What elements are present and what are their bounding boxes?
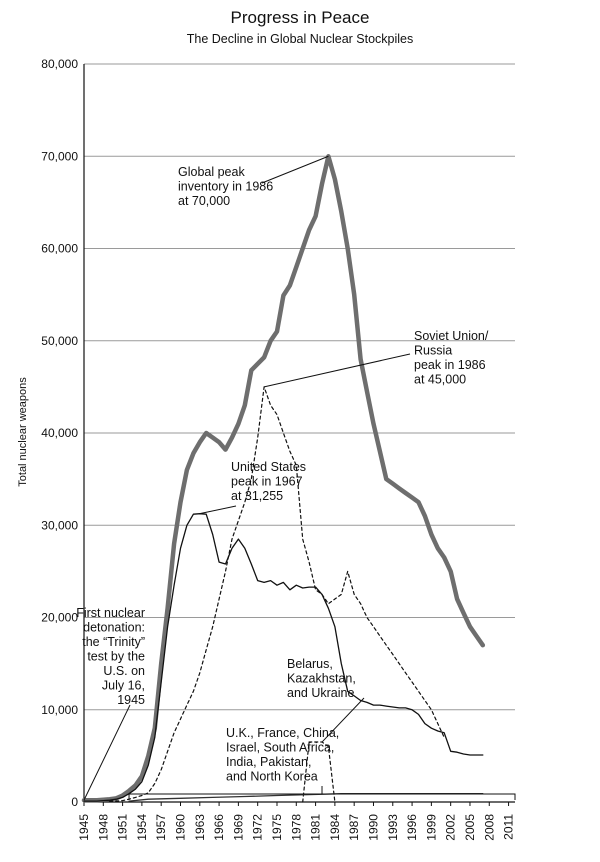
annotation-label: Soviet Union/Russia peak in 1986 at 45,000 (414, 329, 489, 387)
annotation-label: Global peak inventory in 1986 at 70,000 (178, 165, 273, 208)
annotation-line: Soviet Union/ (414, 329, 489, 343)
annotation-line: Global peak (178, 165, 245, 179)
x-tick-label: 1960 (173, 814, 187, 841)
x-tick-label: 2002 (444, 814, 458, 841)
chart-title: Progress in Peace (230, 8, 370, 27)
x-tick-label: 1957 (154, 814, 168, 841)
annotation-line: peak in 1967 (231, 475, 303, 489)
annotation-line: Russia (414, 344, 452, 358)
annotation-line: detonation: (83, 621, 145, 635)
annotation-line: Belarus, (287, 657, 333, 671)
chart-subtitle: The Decline in Global Nuclear Stockpiles (186, 32, 414, 46)
x-tick-label: 2005 (463, 814, 477, 841)
annotation-label: First nuclear detonation: the “Trinity” tes… (76, 606, 145, 707)
x-tick-label: 1966 (212, 814, 226, 841)
annotation-line: July 16, (102, 679, 145, 693)
annotation-label: Belarus, Kazakhstan, and Ukraine (287, 657, 356, 700)
annotation-leader-line (199, 505, 237, 515)
annotation-line: United States (231, 460, 306, 474)
annotation-leader-line (261, 155, 329, 184)
x-tick-label: 1954 (135, 814, 149, 841)
annotation-line: U.S. on (103, 664, 145, 678)
y-tick-label: 30,000 (41, 518, 78, 532)
annotation-line: and Ukraine (287, 686, 354, 700)
annotation-line: India, Pakistan, (226, 755, 311, 769)
x-tick-label: 1969 (231, 814, 245, 841)
y-tick-label: 0 (71, 795, 78, 809)
annotation-label: U.K., France, China, Israel, South Africa… (226, 726, 339, 784)
y-tick-label: 10,000 (41, 703, 78, 717)
y-tick-label: 60,000 (41, 242, 78, 256)
y-axis-ticks: 0 10,000 20,000 30,000 40,000 50,000 60,000 70,… (41, 57, 78, 809)
x-tick-label: 1972 (251, 814, 265, 841)
x-tick-label: 2011 (502, 814, 516, 840)
annotation-line: Israel, South Africa, (226, 741, 334, 755)
annotation-line: peak in 1986 (414, 358, 486, 372)
x-tick-label: 1963 (193, 814, 207, 841)
x-tick-label: 1993 (386, 814, 400, 841)
annotation-leader-line (321, 697, 365, 743)
annotation-line: the “Trinity” (82, 635, 145, 649)
x-tick-label: 1999 (424, 814, 438, 841)
x-axis-ticks: 1945 1948 1951 1954 1957 1960 1963 1966 1969 1972… (77, 802, 516, 841)
x-tick-label: 1975 (270, 814, 284, 841)
y-tick-label: 40,000 (41, 426, 78, 440)
y-tick-label: 80,000 (41, 57, 78, 71)
annotation-leader-line (264, 353, 411, 388)
y-axis-label: Total nuclear weapons (17, 377, 29, 487)
x-tick-label: 1951 (116, 814, 130, 841)
annotation-line: 1945 (117, 693, 145, 707)
y-tick-label: 20,000 (41, 611, 78, 625)
series-line-soviet-union-russia (109, 386, 445, 802)
series-line-u-k-france-china-israel-south-africa-india-pakistan-and-north-korea (128, 793, 484, 802)
annotation-line: at 45,000 (414, 373, 466, 387)
annotation-label: United States peak in 1967 at 31,255 (231, 460, 306, 503)
x-tick-label: 1945 (77, 814, 91, 841)
series-line-belarus-kazakhstan-and-ukraine (302, 741, 336, 803)
axes (83, 64, 515, 803)
annotation-line: inventory in 1986 (178, 180, 273, 194)
y-tick-label: 50,000 (41, 334, 78, 348)
x-tick-label: 1984 (328, 814, 342, 841)
annotations-group: Global peak inventory in 1986 at 70,000 Sov… (76, 155, 516, 801)
annotation-line: at 31,255 (231, 489, 283, 503)
x-tick-label: 1948 (96, 814, 110, 841)
x-tick-label: 1990 (366, 814, 380, 841)
annotation-line: at 70,000 (178, 194, 230, 208)
series-line-united-states (83, 513, 484, 802)
annotation-line: First nuclear (76, 606, 145, 620)
x-tick-label: 1987 (347, 814, 361, 841)
y-tick-label: 70,000 (41, 149, 78, 163)
annotation-line: Kazakhstan, (287, 672, 356, 686)
x-tick-label: 1996 (405, 814, 419, 841)
x-tick-label: 1981 (309, 814, 323, 841)
annotation-line: test by the (87, 650, 145, 664)
x-tick-label: 1978 (289, 814, 303, 841)
annotation-leader-line (83, 704, 131, 801)
x-tick-label: 2008 (482, 814, 496, 841)
series-line-global (81, 154, 486, 803)
annotation-bracket (128, 793, 516, 800)
annotation-line: and North Korea (226, 770, 318, 784)
annotation-line: U.K., France, China, (226, 726, 339, 740)
series-group (81, 154, 486, 803)
